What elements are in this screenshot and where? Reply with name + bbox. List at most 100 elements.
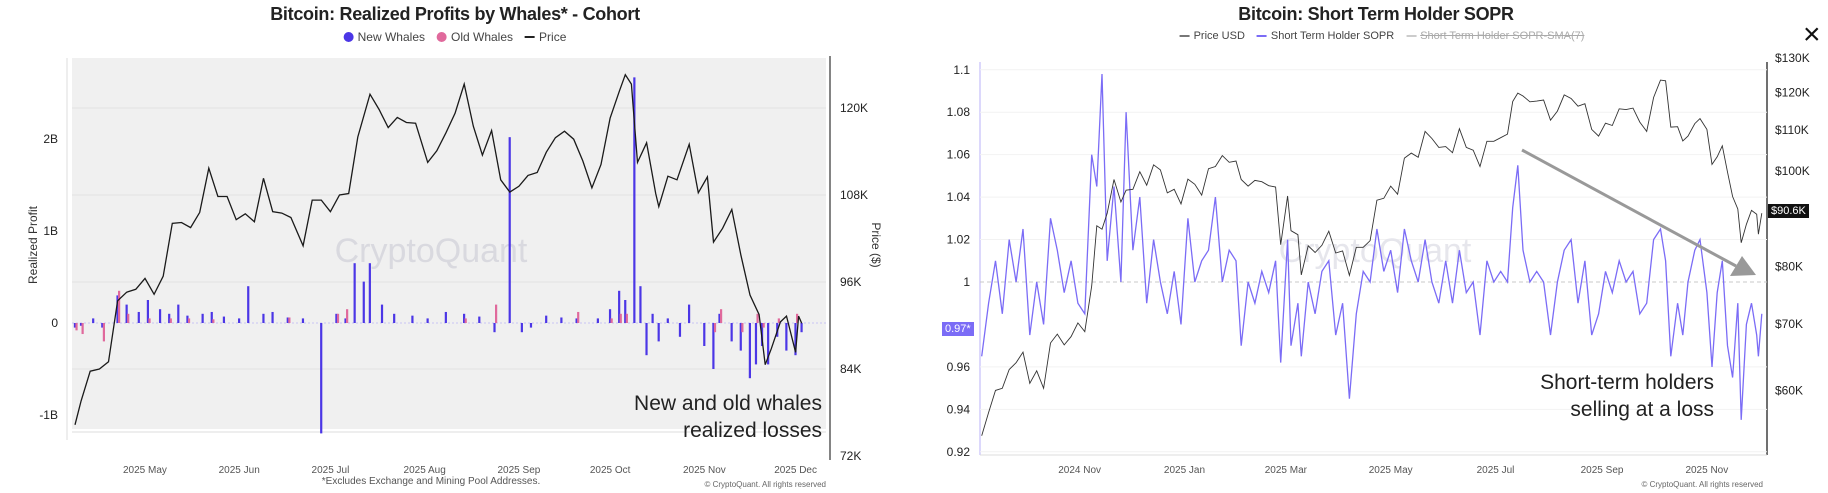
y2-tick-label: 84K xyxy=(840,362,861,376)
old-whales-bar xyxy=(741,323,744,333)
left-y-axis-label: Realized Profit xyxy=(26,205,40,284)
new-whales-bar xyxy=(411,315,414,323)
x-tick-label: 2025 Nov xyxy=(1685,465,1728,476)
new-whales-bar xyxy=(624,300,627,323)
old-whales-bar xyxy=(777,318,780,323)
old-whales-dot-icon xyxy=(436,32,447,42)
old-whales-bar xyxy=(762,323,765,328)
new-whales-bar xyxy=(703,323,706,346)
y-tick-label: 1.1 xyxy=(953,63,970,77)
old-whales-bar xyxy=(148,318,151,323)
sopr-line-icon xyxy=(1256,35,1267,37)
left-y2-axis-label: Price ($) xyxy=(869,222,883,267)
new-whales-bar xyxy=(344,318,347,323)
old-whales-bar xyxy=(118,290,121,323)
legend-price[interactable]: Price xyxy=(525,30,566,44)
x-tick-label: 2025 Jan xyxy=(1164,465,1205,476)
new-whales-bar xyxy=(222,316,226,323)
old-whales-bar xyxy=(187,318,191,323)
x-tick-label: 2025 Sep xyxy=(1581,465,1624,476)
new-whales-bar xyxy=(463,313,466,323)
new-whales-bar xyxy=(712,323,715,369)
new-whales-bar xyxy=(335,313,338,323)
new-whales-bar xyxy=(262,313,265,323)
y-tick-label: 0.96 xyxy=(947,360,971,374)
x-tick-label: 2025 Sep xyxy=(498,465,541,476)
old-whales-bar xyxy=(619,313,622,323)
x-tick-label: 2025 Aug xyxy=(404,465,446,476)
new-whales-bar xyxy=(666,318,669,323)
legend-label: Price xyxy=(539,30,567,44)
old-whales-bar xyxy=(495,304,498,323)
annotation-line: selling at a loss xyxy=(1570,398,1714,421)
legend-sopr-sma[interactable]: Short Term Holder SOPR-SMA(7) xyxy=(1406,30,1584,42)
y2-tick-label: $130K xyxy=(1775,51,1810,65)
legend-new-whales[interactable]: New Whales xyxy=(343,30,425,44)
left-chart-title: Bitcoin: Realized Profits by Whales* - C… xyxy=(270,4,640,24)
old-whales-bar xyxy=(127,313,130,323)
new-whales-bar xyxy=(754,323,758,365)
new-whales-bar xyxy=(158,309,162,323)
new-whales-bar xyxy=(767,323,770,365)
new-whales-bar xyxy=(575,318,578,323)
new-whales-bar xyxy=(353,263,356,323)
close-icon[interactable]: × xyxy=(1803,18,1821,51)
new-whales-bar xyxy=(633,77,636,323)
x-tick-label: 2025 Jul xyxy=(312,465,350,476)
y-tick-label: 1.06 xyxy=(947,148,971,162)
new-whales-bar xyxy=(794,323,797,356)
legend-old-whales[interactable]: Old Whales xyxy=(436,30,513,44)
y2-tick-label: $80K xyxy=(1775,260,1803,274)
new-whales-bar xyxy=(739,323,742,351)
new-whales-bar xyxy=(380,304,384,323)
y-tick-label: 1.08 xyxy=(947,105,971,119)
old-whales-bar xyxy=(81,323,84,335)
new-whales-bar xyxy=(271,311,274,323)
y-tick-label: 1 xyxy=(963,275,970,289)
y2-tick-label: $120K xyxy=(1775,85,1810,99)
new-whales-bar xyxy=(92,318,95,323)
x-tick-label: 2025 Mar xyxy=(1265,465,1308,476)
right-price-line xyxy=(981,79,1763,436)
x-tick-label: 2024 Nov xyxy=(1058,465,1101,476)
new-whales-bar xyxy=(116,295,119,323)
old-whales-bar xyxy=(795,313,799,323)
y-tick-label: 0 xyxy=(51,316,58,330)
legend-label: Price USD xyxy=(1193,30,1245,42)
right-chart-title: Bitcoin: Short Term Holder SOPR xyxy=(1238,4,1514,24)
left-plot-area xyxy=(72,58,826,429)
new-whales-dot-icon xyxy=(343,32,354,42)
new-whales-bar xyxy=(101,323,104,328)
y-tick-label: 1B xyxy=(43,224,58,238)
old-whales-bar xyxy=(336,313,340,323)
y-tick-label: 0.94 xyxy=(947,402,971,416)
y2-tick-label: 72K xyxy=(840,449,861,463)
left-price-line xyxy=(74,73,803,425)
y-tick-label: -1B xyxy=(39,408,58,422)
price-line-icon xyxy=(525,36,536,38)
legend-sopr[interactable]: Short Term Holder SOPR xyxy=(1256,30,1394,42)
new-whales-bar xyxy=(608,309,612,323)
left-watermark: CryptoQuant xyxy=(335,232,528,270)
y2-tick-label: 108K xyxy=(840,188,868,202)
new-whales-bar xyxy=(125,304,128,323)
new-whales-bar xyxy=(508,137,511,323)
new-whales-bar xyxy=(785,323,788,351)
left-legend: New Whales Old Whales Price xyxy=(343,30,566,44)
old-whales-bar xyxy=(756,313,759,323)
new-whales-bar xyxy=(545,315,548,323)
new-whales-bar xyxy=(444,311,447,323)
new-whales-bar xyxy=(79,323,83,326)
old-whales-bar xyxy=(719,309,723,323)
new-whales-bar xyxy=(639,286,642,323)
new-whales-bar xyxy=(146,300,150,323)
new-whales-bar xyxy=(493,323,496,333)
old-whales-bar xyxy=(464,318,467,323)
y2-tick-label: $100K xyxy=(1775,164,1810,178)
old-whales-bar xyxy=(610,318,613,323)
new-whales-bar xyxy=(800,323,803,333)
x-tick-label: 2025 May xyxy=(123,465,167,476)
legend-price-usd[interactable]: Price USD xyxy=(1179,30,1245,42)
new-whales-bar xyxy=(73,323,77,328)
current-sopr-badge: 0.97* xyxy=(942,322,974,336)
